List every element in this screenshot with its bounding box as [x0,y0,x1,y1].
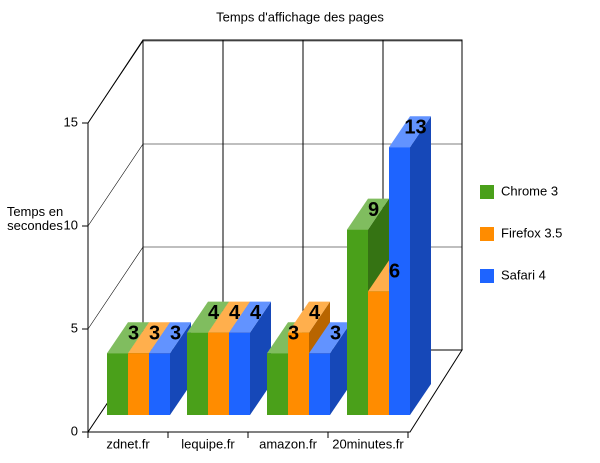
bar [187,332,208,415]
bar-top [389,116,431,148]
bar-top [309,322,351,354]
y-axis-label: Temps en secondes [6,205,64,233]
bar [229,332,250,415]
bar-top [187,301,229,333]
bar [389,147,410,415]
value-label: 3 [128,322,139,344]
bar-top [229,301,271,333]
value-label: 9 [368,199,379,221]
value-label: 3 [288,322,299,344]
bar [309,353,330,415]
y-tick-label: 15 [64,114,78,129]
bar-side [330,322,351,415]
x-tick-label: 20minutes.fr [332,436,404,451]
legend-label: Firefox 3.5 [501,225,562,240]
legend-swatch [480,185,494,199]
value-label: 4 [229,302,241,324]
bar-top [208,301,250,333]
value-label: 4 [309,302,321,324]
y-axis-label-box: Temps en secondes [6,205,64,233]
bar [128,353,149,415]
legend-swatch [480,269,494,283]
value-label: 3 [149,322,160,344]
bar [208,332,229,415]
grid-line [87,143,462,227]
bar [107,353,128,415]
x-tick-label: lequipe.fr [181,436,235,451]
bar [368,291,389,415]
legend-label: Chrome 3 [501,183,558,198]
value-label: 13 [404,116,426,138]
value-label: 3 [330,322,341,344]
bar-side [410,116,431,415]
y-tick-label: 0 [71,423,78,438]
bar-top [288,301,330,333]
value-label: 3 [170,322,181,344]
bar-top [107,322,149,354]
legend-swatch [480,227,494,241]
x-tick-label: zdnet.fr [106,436,150,451]
legend-label: Safari 4 [501,267,546,282]
bar [347,229,368,415]
y-tick-label: 5 [71,320,78,335]
bar [267,353,288,415]
bar-side [170,322,191,415]
bar-top [128,322,170,354]
value-label: 4 [208,302,220,324]
value-label: 4 [250,302,262,324]
chart-title: Temps d'affichage des pages [216,9,384,24]
bar-top [149,322,191,354]
bar [149,353,170,415]
x-tick-label: amazon.fr [259,436,317,451]
bar [288,332,309,415]
y-tick-label: 10 [64,217,78,232]
value-label: 6 [389,261,400,283]
grid-line [87,40,462,124]
bar-side [250,301,271,415]
bar-top [347,198,389,230]
